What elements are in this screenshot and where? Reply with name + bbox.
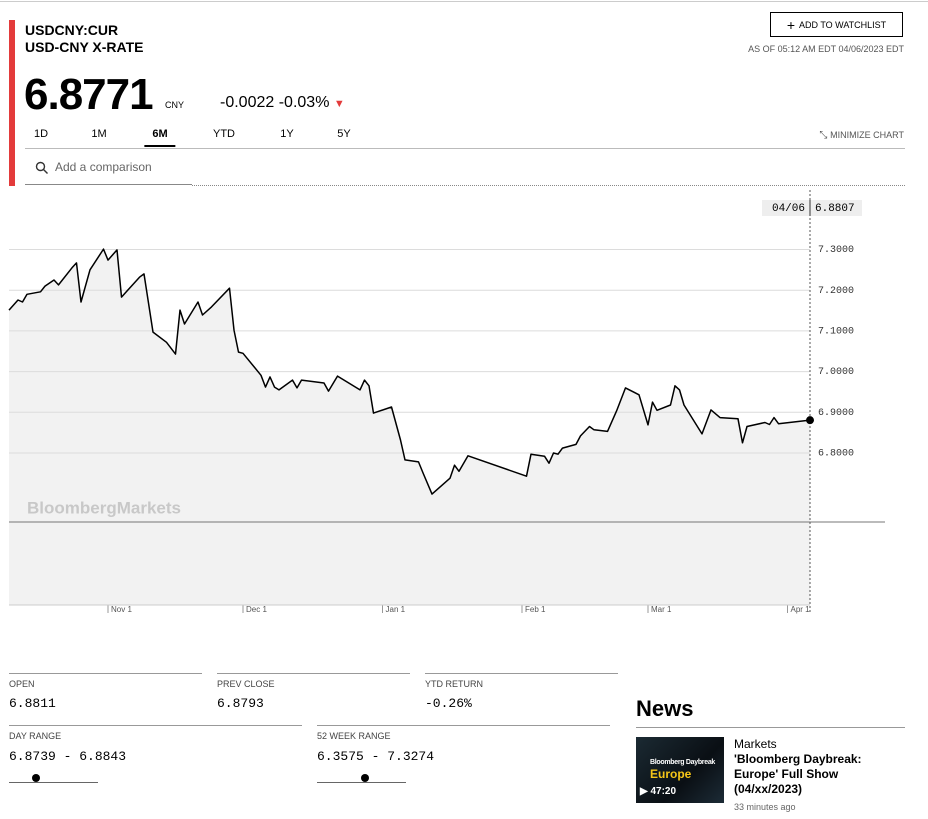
chart: BloombergMarkets 6.8000 6.9000 7.0000 7.100… <box>8 190 885 614</box>
watermark: BloombergMarkets <box>27 498 181 517</box>
change-percent: -0.03% <box>278 94 330 111</box>
news-time: 33 minutes ago <box>734 802 796 812</box>
thumbnail-duration: ▶ 47:20 <box>640 786 676 797</box>
range-value: 6.8739 - 6.8843 <box>9 749 127 764</box>
stat-label: OPEN <box>9 679 35 689</box>
plus-icon: + <box>786 16 795 33</box>
thumbnail-title: Bloomberg Daybreak <box>650 759 716 766</box>
range-tab[interactable]: YTD <box>213 128 235 140</box>
news-thumbnail: Bloomberg Daybreak Europe ▶ 47:20 <box>636 737 724 803</box>
price: 6.8771 <box>24 70 154 119</box>
stat-label: PREV CLOSE <box>217 679 275 689</box>
range-track <box>317 782 406 783</box>
y-tick-label: 7.2000 <box>818 286 854 297</box>
stat-divider <box>317 725 610 726</box>
range-marker <box>360 774 369 782</box>
range-tab[interactable]: 6M <box>144 128 176 147</box>
stat-value: 6.8793 <box>217 696 264 711</box>
range-value: 6.3575 - 7.3274 <box>317 749 435 764</box>
range-tab[interactable]: 1M <box>91 128 107 140</box>
watchlist-label: ADD TO WATCHLIST <box>799 19 887 30</box>
stat-value: -0.26% <box>425 696 472 711</box>
currency: CNY <box>165 100 185 110</box>
last-point <box>806 416 814 425</box>
range-tab[interactable]: 1D <box>33 128 49 140</box>
thumbnail-subtitle: Europe <box>650 767 692 781</box>
news-divider <box>636 727 905 728</box>
x-tick-label: Feb 1 <box>525 605 546 614</box>
news-title: 'Bloomberg Daybreak: Europe' Full Show (… <box>734 752 862 796</box>
stat-divider <box>9 725 302 726</box>
minimize-icon: ⤡ <box>819 130 831 141</box>
as-of: AS OF 05:12 AM EDT 04/06/2023 EDT <box>748 44 904 54</box>
search-icon <box>35 161 48 174</box>
x-tick-label: Jan 1 <box>386 605 406 614</box>
crosshair-date: 04/06 <box>772 203 805 215</box>
y-tick-label: 7.3000 <box>818 245 854 256</box>
news-category: Markets <box>734 737 777 751</box>
price-line <box>8 248 811 495</box>
search-divider <box>192 185 905 186</box>
y-tick-label: 7.0000 <box>818 367 854 378</box>
instrument-name: USD-CNY X-RATE <box>25 39 144 55</box>
news-item[interactable]: Bloomberg Daybreak Europe ▶ 47:20 Market… <box>636 737 906 813</box>
watchlist-button[interactable]: + ADD TO WATCHLIST <box>770 12 903 37</box>
y-tick-label: 6.9000 <box>818 408 854 419</box>
range-tab[interactable]: 1Y <box>280 128 294 140</box>
tabs-divider <box>25 148 905 149</box>
range-tab[interactable]: 5Y <box>337 128 351 140</box>
range-label: 52 WEEK RANGE <box>317 731 391 741</box>
comparison-input[interactable]: Add a comparison <box>25 152 192 185</box>
range-track <box>9 782 98 783</box>
stat-divider <box>217 673 410 674</box>
comparison-placeholder: Add a comparison <box>55 160 152 174</box>
stat-value: 6.8811 <box>9 696 56 711</box>
play-icon: ▶ <box>640 786 651 797</box>
minimize-chart[interactable]: ⤡ MINIMIZE CHART <box>819 130 904 141</box>
duration: 47:20 <box>650 786 677 797</box>
range-label: DAY RANGE <box>9 731 62 741</box>
change-value: -0.0022 <box>220 94 275 111</box>
x-tick-label: Mar 1 <box>651 605 672 614</box>
x-tick-label: Dec 1 <box>246 605 267 614</box>
range-marker <box>32 774 41 782</box>
y-tick-label: 6.8000 <box>818 449 854 460</box>
news-heading: News <box>636 696 694 721</box>
y-tick-label: 7.1000 <box>818 327 854 338</box>
x-tick-label: Apr 1 <box>791 605 811 614</box>
minimize-label: MINIMIZE CHART <box>830 130 904 140</box>
symbol: USDCNY:CUR <box>25 22 119 38</box>
x-tick-label: Nov 1 <box>111 605 132 614</box>
accent-bar <box>9 20 15 186</box>
stat-divider <box>9 673 202 674</box>
stat-divider <box>425 673 618 674</box>
top-border <box>0 1 928 2</box>
change: -0.0022 -0.03% ▼ <box>220 94 345 112</box>
down-arrow: ▼ <box>333 98 345 110</box>
stat-label: YTD RETURN <box>425 679 483 689</box>
area-fill <box>9 249 810 605</box>
crosshair-value: 6.8807 <box>815 203 855 215</box>
crosshair-box <box>762 200 862 216</box>
